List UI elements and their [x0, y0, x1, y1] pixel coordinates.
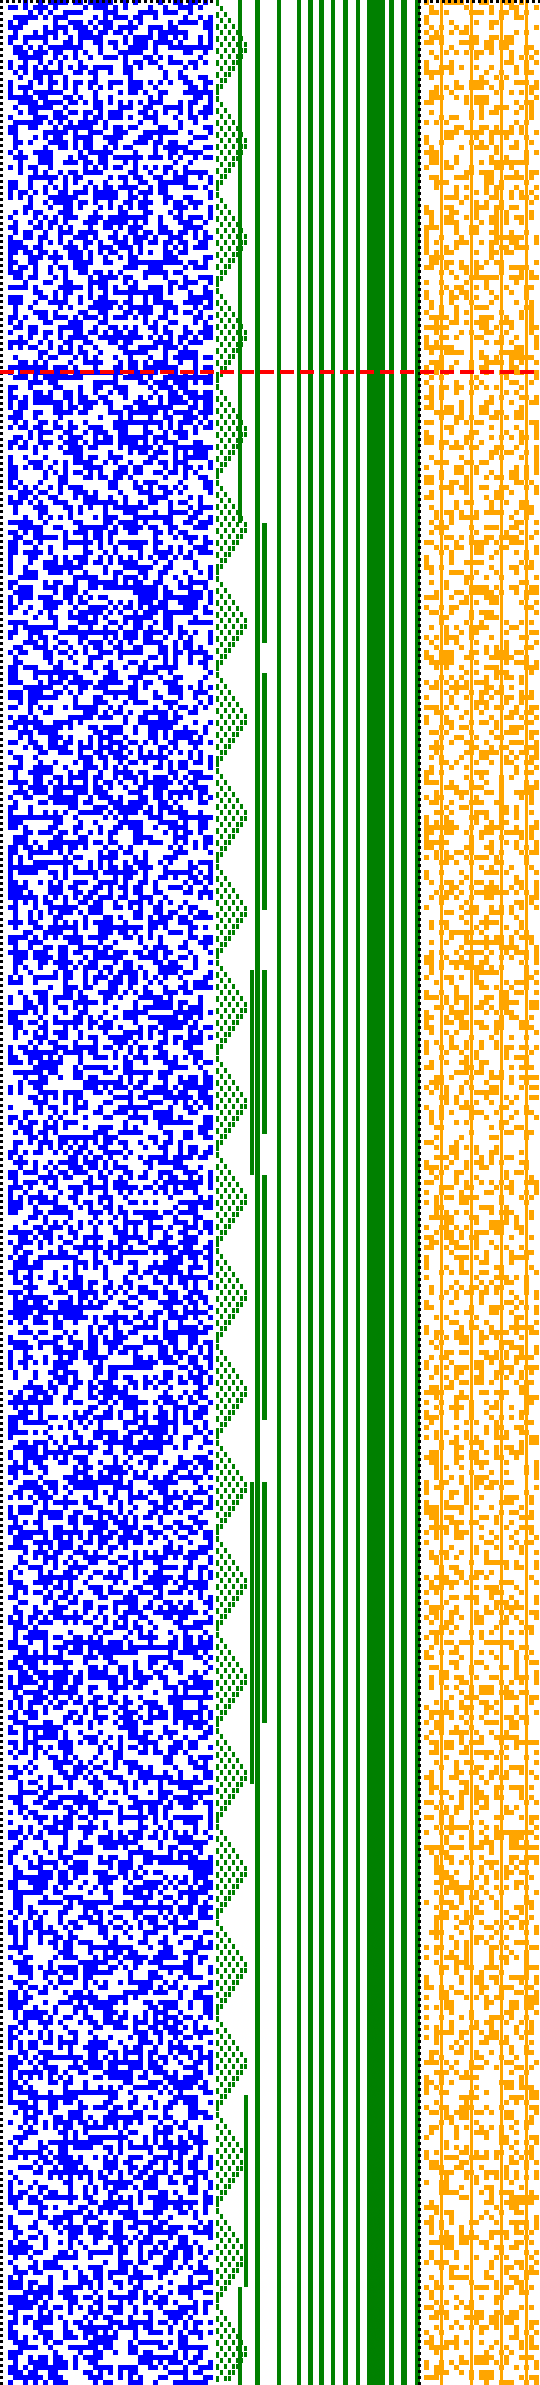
staircase-counter — [216, 0, 247, 2382]
left-bit-field — [8, 0, 213, 2385]
vertical-stripes — [238, 0, 420, 2385]
right-bit-field — [424, 0, 539, 2385]
